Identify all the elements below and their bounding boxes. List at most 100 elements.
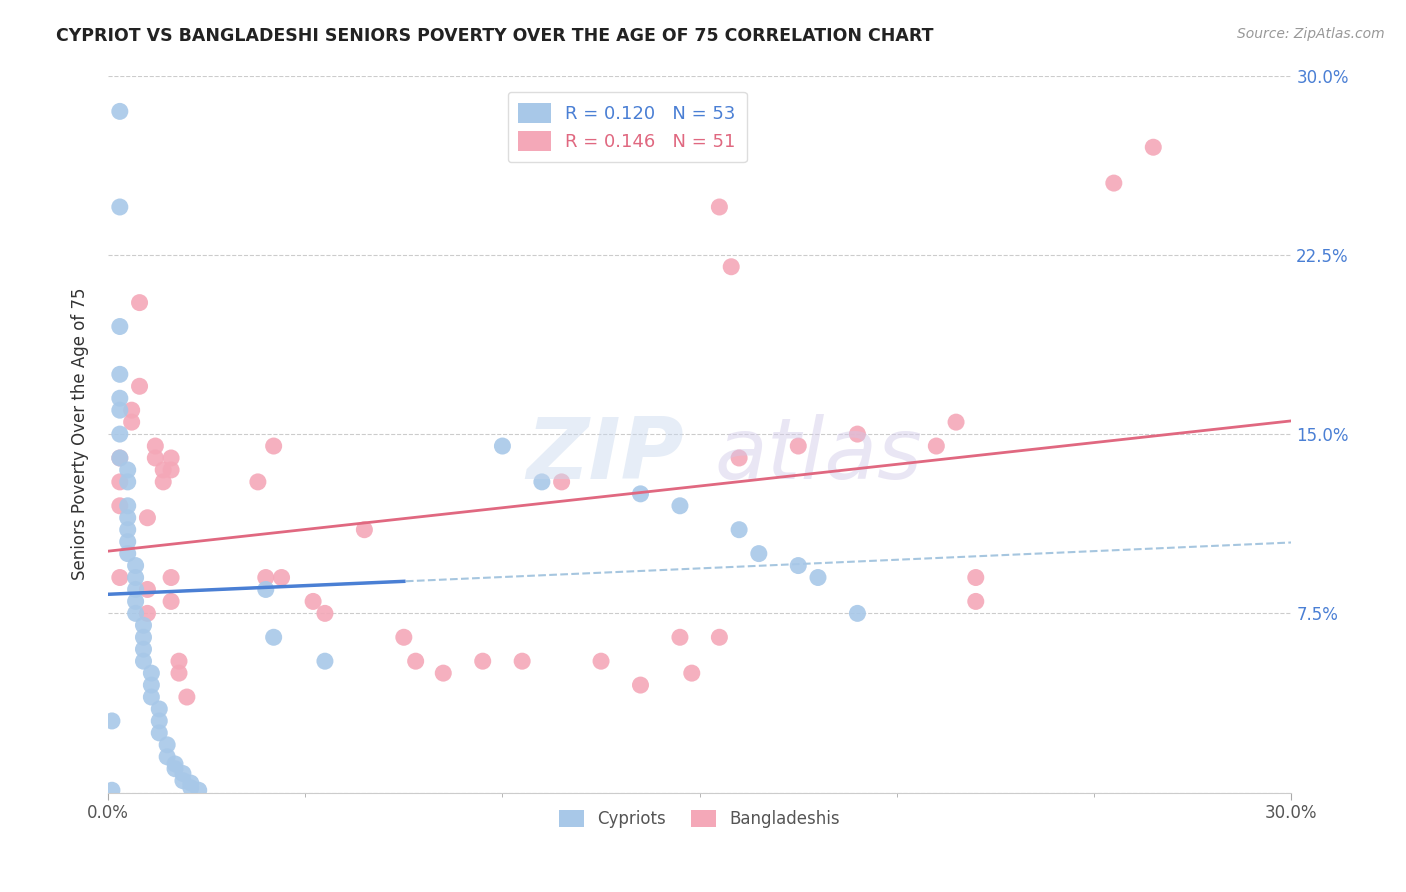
Point — [124, 594, 146, 608]
Point — [108, 475, 131, 489]
Text: ZIP: ZIP — [526, 414, 683, 497]
Point — [108, 391, 131, 405]
Point — [108, 200, 131, 214]
Point — [156, 749, 179, 764]
Point — [965, 594, 987, 608]
Point — [669, 499, 692, 513]
Point — [263, 630, 285, 644]
Point — [163, 762, 186, 776]
Point — [143, 450, 166, 465]
Point — [141, 678, 163, 692]
Point — [136, 582, 159, 597]
Point — [132, 618, 155, 632]
Point — [108, 450, 131, 465]
Point — [630, 487, 652, 501]
Point — [108, 104, 131, 119]
Point — [108, 368, 131, 382]
Point — [117, 499, 139, 513]
Point — [121, 415, 143, 429]
Point — [471, 654, 494, 668]
Point — [491, 439, 513, 453]
Point — [117, 547, 139, 561]
Point — [124, 570, 146, 584]
Point — [728, 450, 751, 465]
Point — [263, 439, 285, 453]
Point — [945, 415, 967, 429]
Point — [136, 607, 159, 621]
Point — [160, 570, 183, 584]
Point — [124, 582, 146, 597]
Point — [681, 666, 703, 681]
Point — [180, 776, 202, 790]
Point — [156, 738, 179, 752]
Point — [846, 427, 869, 442]
Point — [748, 547, 770, 561]
Point — [550, 475, 572, 489]
Point — [510, 654, 533, 668]
Point — [787, 558, 810, 573]
Point — [108, 319, 131, 334]
Point — [117, 475, 139, 489]
Point — [432, 666, 454, 681]
Text: atlas: atlas — [714, 414, 922, 497]
Point — [160, 594, 183, 608]
Point — [143, 439, 166, 453]
Point — [787, 439, 810, 453]
Point — [807, 570, 830, 584]
Point — [669, 630, 692, 644]
Point — [108, 427, 131, 442]
Point — [108, 403, 131, 417]
Point — [117, 523, 139, 537]
Point — [1142, 140, 1164, 154]
Point — [132, 630, 155, 644]
Point — [302, 594, 325, 608]
Point — [167, 666, 190, 681]
Point — [180, 780, 202, 795]
Point — [1102, 176, 1125, 190]
Point — [187, 783, 209, 797]
Point — [630, 678, 652, 692]
Point — [728, 523, 751, 537]
Point — [270, 570, 292, 584]
Text: Source: ZipAtlas.com: Source: ZipAtlas.com — [1237, 27, 1385, 41]
Point — [392, 630, 415, 644]
Point — [530, 475, 553, 489]
Point — [148, 702, 170, 716]
Point — [128, 379, 150, 393]
Point — [246, 475, 269, 489]
Point — [709, 200, 731, 214]
Point — [254, 582, 277, 597]
Point — [108, 499, 131, 513]
Point — [141, 666, 163, 681]
Point — [124, 607, 146, 621]
Point — [965, 570, 987, 584]
Point — [108, 450, 131, 465]
Point — [152, 475, 174, 489]
Point — [172, 773, 194, 788]
Point — [121, 403, 143, 417]
Point — [160, 463, 183, 477]
Point — [160, 450, 183, 465]
Text: CYPRIOT VS BANGLADESHI SENIORS POVERTY OVER THE AGE OF 75 CORRELATION CHART: CYPRIOT VS BANGLADESHI SENIORS POVERTY O… — [56, 27, 934, 45]
Legend: Cypriots, Bangladeshis: Cypriots, Bangladeshis — [553, 803, 846, 835]
Point — [176, 690, 198, 704]
Point — [108, 570, 131, 584]
Point — [254, 570, 277, 584]
Point — [117, 510, 139, 524]
Point — [172, 766, 194, 780]
Point — [167, 654, 190, 668]
Point — [117, 534, 139, 549]
Point — [128, 295, 150, 310]
Point — [163, 756, 186, 771]
Point — [925, 439, 948, 453]
Point — [709, 630, 731, 644]
Point — [148, 714, 170, 728]
Point — [117, 463, 139, 477]
Point — [101, 714, 124, 728]
Point — [132, 642, 155, 657]
Point — [314, 607, 336, 621]
Point — [152, 463, 174, 477]
Point — [353, 523, 375, 537]
Point — [141, 690, 163, 704]
Point — [405, 654, 427, 668]
